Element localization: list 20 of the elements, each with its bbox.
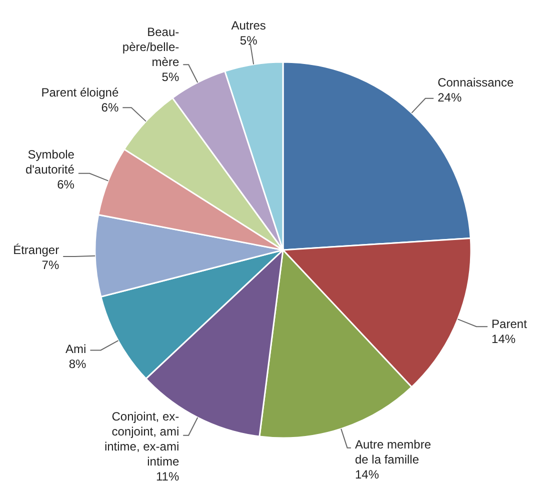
slice-label: Ami	[66, 342, 86, 356]
slice-label: Symbole d'autorité	[25, 148, 75, 177]
data-label: 6%	[101, 100, 119, 114]
slice-label: Connaissance	[438, 76, 514, 90]
data-label: 5%	[162, 70, 180, 84]
data-label: 6%	[57, 178, 75, 192]
slice-label: Parent éloigné	[41, 85, 119, 100]
data-label: 24%	[438, 90, 462, 105]
slice-label: Autres	[231, 18, 266, 33]
slice-label: Étranger	[13, 242, 60, 257]
data-label: 8%	[68, 356, 87, 371]
data-label: 7%	[42, 258, 60, 272]
data-label: 5%	[240, 34, 258, 48]
slice-label: Conjoint, ex-conjoint, ami intime, ex-ami intime	[104, 410, 180, 469]
data-label: 14%	[354, 468, 380, 482]
slice-label: Parent	[492, 316, 528, 331]
data-label: 14%	[492, 332, 516, 346]
data-label: 11%	[156, 470, 180, 484]
slice-label: Autre membre de la famille	[354, 438, 432, 467]
slice-label: Beau-père/belle-mère	[122, 24, 180, 69]
